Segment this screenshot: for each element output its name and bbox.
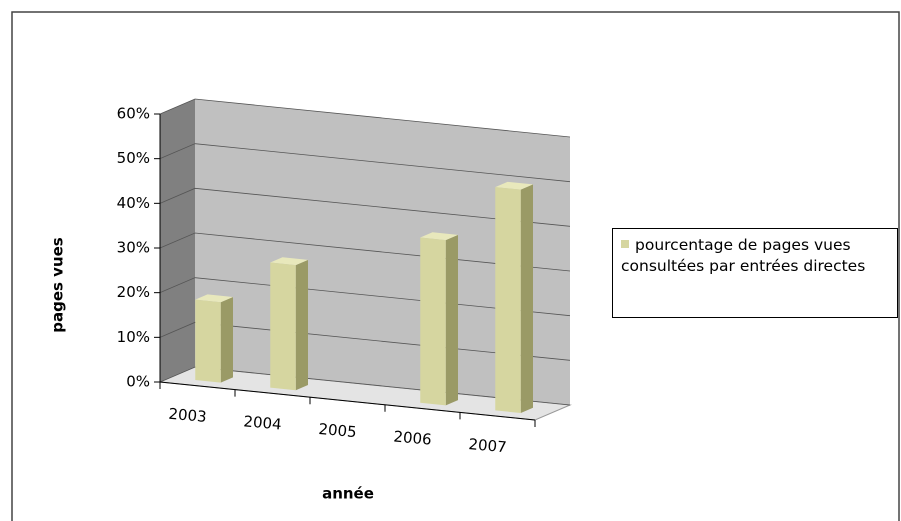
y-tick-label: 40% bbox=[117, 194, 150, 212]
y-tick-label: 30% bbox=[117, 239, 150, 257]
legend-label: pourcentage de pages vues consultées par… bbox=[621, 236, 866, 275]
x-tick-label: 2003 bbox=[168, 405, 208, 426]
bar-side bbox=[445, 234, 458, 406]
x-tick-label: 2004 bbox=[243, 412, 283, 433]
legend-swatch bbox=[621, 240, 629, 248]
bar-top bbox=[270, 257, 308, 266]
bar bbox=[420, 237, 446, 406]
y-tick-label: 20% bbox=[117, 283, 150, 301]
legend: pourcentage de pages vues consultées par… bbox=[612, 228, 898, 318]
bar-top bbox=[195, 294, 233, 303]
bar-top bbox=[420, 232, 458, 241]
y-tick-label: 50% bbox=[117, 149, 150, 167]
bar-side bbox=[295, 259, 308, 391]
y-tick-label: 0% bbox=[126, 373, 150, 391]
x-tick-label: 2005 bbox=[318, 420, 358, 441]
bar-side bbox=[220, 296, 233, 383]
bar bbox=[495, 187, 521, 413]
x-tick-label: 2006 bbox=[393, 427, 433, 448]
bar bbox=[195, 299, 221, 383]
y-axis-title: pages vues bbox=[49, 237, 67, 333]
bar-top bbox=[495, 181, 533, 190]
x-axis bbox=[159, 381, 536, 421]
grid-line bbox=[159, 98, 571, 138]
bar-side bbox=[520, 184, 533, 413]
x-tick-label: 2007 bbox=[468, 435, 508, 456]
x-axis-title: année bbox=[322, 485, 374, 503]
y-tick-label: 60% bbox=[117, 105, 150, 123]
grid-line bbox=[159, 143, 571, 183]
grid-line bbox=[159, 187, 571, 227]
bar bbox=[270, 262, 296, 391]
y-tick-label: 10% bbox=[117, 328, 150, 346]
